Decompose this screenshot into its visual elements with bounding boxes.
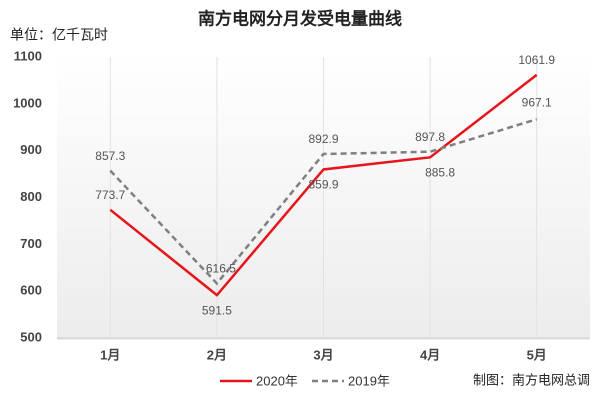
- y-tick-label: 1100: [14, 48, 42, 63]
- legend-label: 2020年: [256, 373, 298, 388]
- x-tick-label: 2月: [207, 347, 227, 362]
- x-tick-label: 3月: [313, 347, 333, 362]
- data-label: 967.1: [522, 95, 552, 109]
- data-label: 892.9: [308, 132, 338, 146]
- y-tick-label: 600: [20, 283, 42, 298]
- data-label: 616.5: [206, 262, 236, 276]
- y-tick-label: 900: [20, 142, 42, 157]
- data-label: 773.7: [95, 188, 125, 202]
- y-tick-label: 800: [20, 189, 42, 204]
- data-label: 885.8: [425, 165, 455, 179]
- data-label: 897.8: [415, 130, 445, 144]
- y-tick-label: 500: [20, 329, 42, 344]
- x-tick-label: 1月: [100, 347, 120, 362]
- chart-title: 南方电网分月发受电量曲线: [198, 8, 402, 28]
- x-tick-label: 4月: [420, 347, 440, 362]
- legend-label: 2019年: [348, 373, 390, 388]
- y-tick-label: 700: [20, 236, 42, 251]
- x-tick-label: 5月: [527, 347, 547, 362]
- y-tick-label: 1000: [13, 95, 42, 110]
- data-label: 859.9: [308, 178, 338, 192]
- data-label: 591.5: [202, 303, 232, 317]
- line-series: [109, 73, 538, 297]
- line-series: [109, 118, 538, 286]
- data-label: 857.3: [95, 149, 125, 163]
- y-axis-label: 单位：亿千瓦时: [10, 27, 108, 43]
- source-note: 制图：南方电网总调: [473, 372, 590, 387]
- data-label: 1061.9: [518, 53, 555, 67]
